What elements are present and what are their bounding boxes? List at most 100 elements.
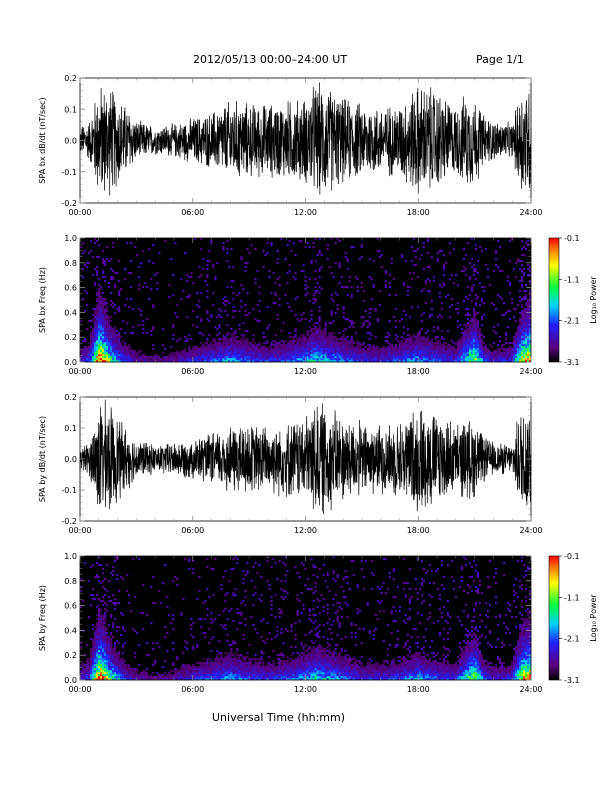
spectrogram-cell — [330, 310, 333, 313]
spectrogram-cell — [424, 280, 427, 283]
spectrogram-cell — [198, 668, 201, 671]
spectrogram-cell — [200, 668, 203, 671]
spectrogram-cell — [106, 650, 109, 653]
spectrogram-cell — [244, 352, 247, 355]
spectrogram-cell — [348, 348, 351, 351]
spectrogram-cell — [406, 348, 409, 351]
spectrogram-cell — [438, 356, 441, 359]
spectrogram-cell — [406, 328, 409, 331]
spectrogram-cell — [224, 352, 227, 355]
x-tick-label: 06:00 — [181, 367, 204, 376]
spectrogram-cell — [460, 332, 464, 335]
spectrogram-cell — [84, 264, 87, 267]
spectrogram-cell — [386, 350, 389, 353]
spectrogram-cell — [496, 344, 500, 347]
spectrogram-cell — [254, 352, 257, 355]
spectrogram-cell — [244, 262, 247, 265]
spectrogram-cell — [150, 360, 153, 363]
spectrogram-cell — [106, 342, 109, 345]
spectrogram-cell — [178, 676, 181, 679]
spectrogram-cell — [386, 336, 389, 339]
spectrogram-cell — [112, 656, 115, 659]
spectrogram-cell — [486, 276, 490, 279]
spectrogram-cell — [98, 346, 101, 349]
spectrogram-cell — [438, 354, 441, 357]
spectrogram-cell — [302, 312, 305, 315]
spectrogram-cell — [520, 354, 524, 357]
spectrogram-cell — [82, 358, 85, 361]
spectrogram-cell — [84, 348, 87, 351]
spectrogram-cell — [102, 330, 105, 333]
spectrogram-cell — [122, 578, 125, 581]
spectrogram-cell — [98, 344, 101, 347]
spectrogram-cell — [92, 564, 95, 567]
spectrogram-cell — [228, 678, 231, 681]
spectrogram-cell — [226, 618, 229, 621]
spectrogram-cell — [256, 352, 259, 355]
spectrogram-cell — [292, 358, 295, 361]
spectrogram-cell — [94, 332, 97, 335]
spectrogram-cell — [502, 302, 506, 305]
spectrogram-cell — [240, 284, 243, 287]
spectrogram-cell — [478, 340, 482, 343]
spectrogram-cell — [398, 352, 401, 355]
spectrogram-cell — [228, 610, 231, 613]
spectrogram-cell — [214, 352, 217, 355]
spectrogram-cell — [104, 276, 107, 279]
spectrogram-cell — [100, 322, 103, 325]
spectrogram-cell — [92, 336, 95, 339]
spectrogram-cell — [110, 360, 113, 363]
spectrogram-cell — [474, 338, 478, 341]
spectrogram-cell — [98, 634, 101, 637]
spectrogram-cell — [296, 352, 299, 355]
spectrogram-cell — [296, 342, 299, 345]
spectrogram-cell — [472, 356, 476, 359]
spectrogram-cell — [290, 310, 293, 313]
spectrogram-cell — [104, 280, 107, 283]
spectrogram-cell — [196, 316, 199, 319]
spectrogram-cell — [114, 272, 117, 275]
spectrogram-cell — [358, 346, 361, 349]
spectrogram-cell — [350, 340, 353, 343]
spectrogram-cell — [418, 342, 421, 345]
spectrogram-cell — [84, 346, 87, 349]
spectrogram-cell — [330, 346, 333, 349]
spectrogram-cell — [104, 608, 107, 611]
spectrogram-cell — [80, 678, 83, 681]
spectrogram-cell — [444, 348, 448, 351]
spectrogram-cell — [94, 342, 97, 345]
spectrogram-cell — [266, 354, 269, 357]
spectrogram-cell — [116, 652, 119, 655]
spectrogram-cell — [288, 340, 291, 343]
spectrogram-cell — [180, 358, 183, 361]
waveform-trace — [79, 82, 532, 196]
spectrogram-cell — [518, 336, 522, 339]
spectrogram-cell — [200, 618, 203, 621]
spectrogram-cell — [488, 358, 492, 361]
spectrogram-cell — [96, 660, 99, 663]
spectrogram-cell — [104, 312, 107, 315]
spectrogram-cell — [304, 276, 307, 279]
spectrogram-cell — [232, 292, 235, 295]
spectrogram-cell — [132, 558, 135, 561]
spectrogram-cell — [222, 610, 225, 613]
spectrogram-cell — [94, 334, 97, 337]
spectrogram-cell — [170, 358, 173, 361]
spectrogram-cell — [296, 360, 299, 363]
spectrogram-cell — [204, 342, 207, 345]
spectrogram-cell — [174, 676, 177, 679]
spectrogram-cell — [124, 332, 127, 335]
spectrogram-cell — [276, 318, 279, 321]
spectrogram-cell — [116, 352, 119, 355]
spectrogram-cell — [410, 246, 413, 249]
spectrogram-cell — [408, 286, 411, 289]
spectrogram-cell — [242, 322, 245, 325]
spectrogram-cell — [324, 352, 327, 355]
spectrogram-cell — [256, 320, 259, 323]
spectrogram-cell — [520, 304, 524, 307]
spectrogram-cell — [318, 320, 321, 323]
spectrogram-cell — [222, 298, 225, 301]
spectrogram-cell — [430, 354, 433, 357]
spectrogram-cell — [202, 344, 205, 347]
spectrogram-cell — [120, 356, 123, 359]
